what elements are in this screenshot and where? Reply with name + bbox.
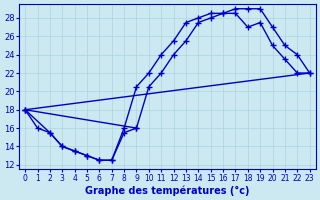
X-axis label: Graphe des températures (°c): Graphe des températures (°c) <box>85 185 250 196</box>
